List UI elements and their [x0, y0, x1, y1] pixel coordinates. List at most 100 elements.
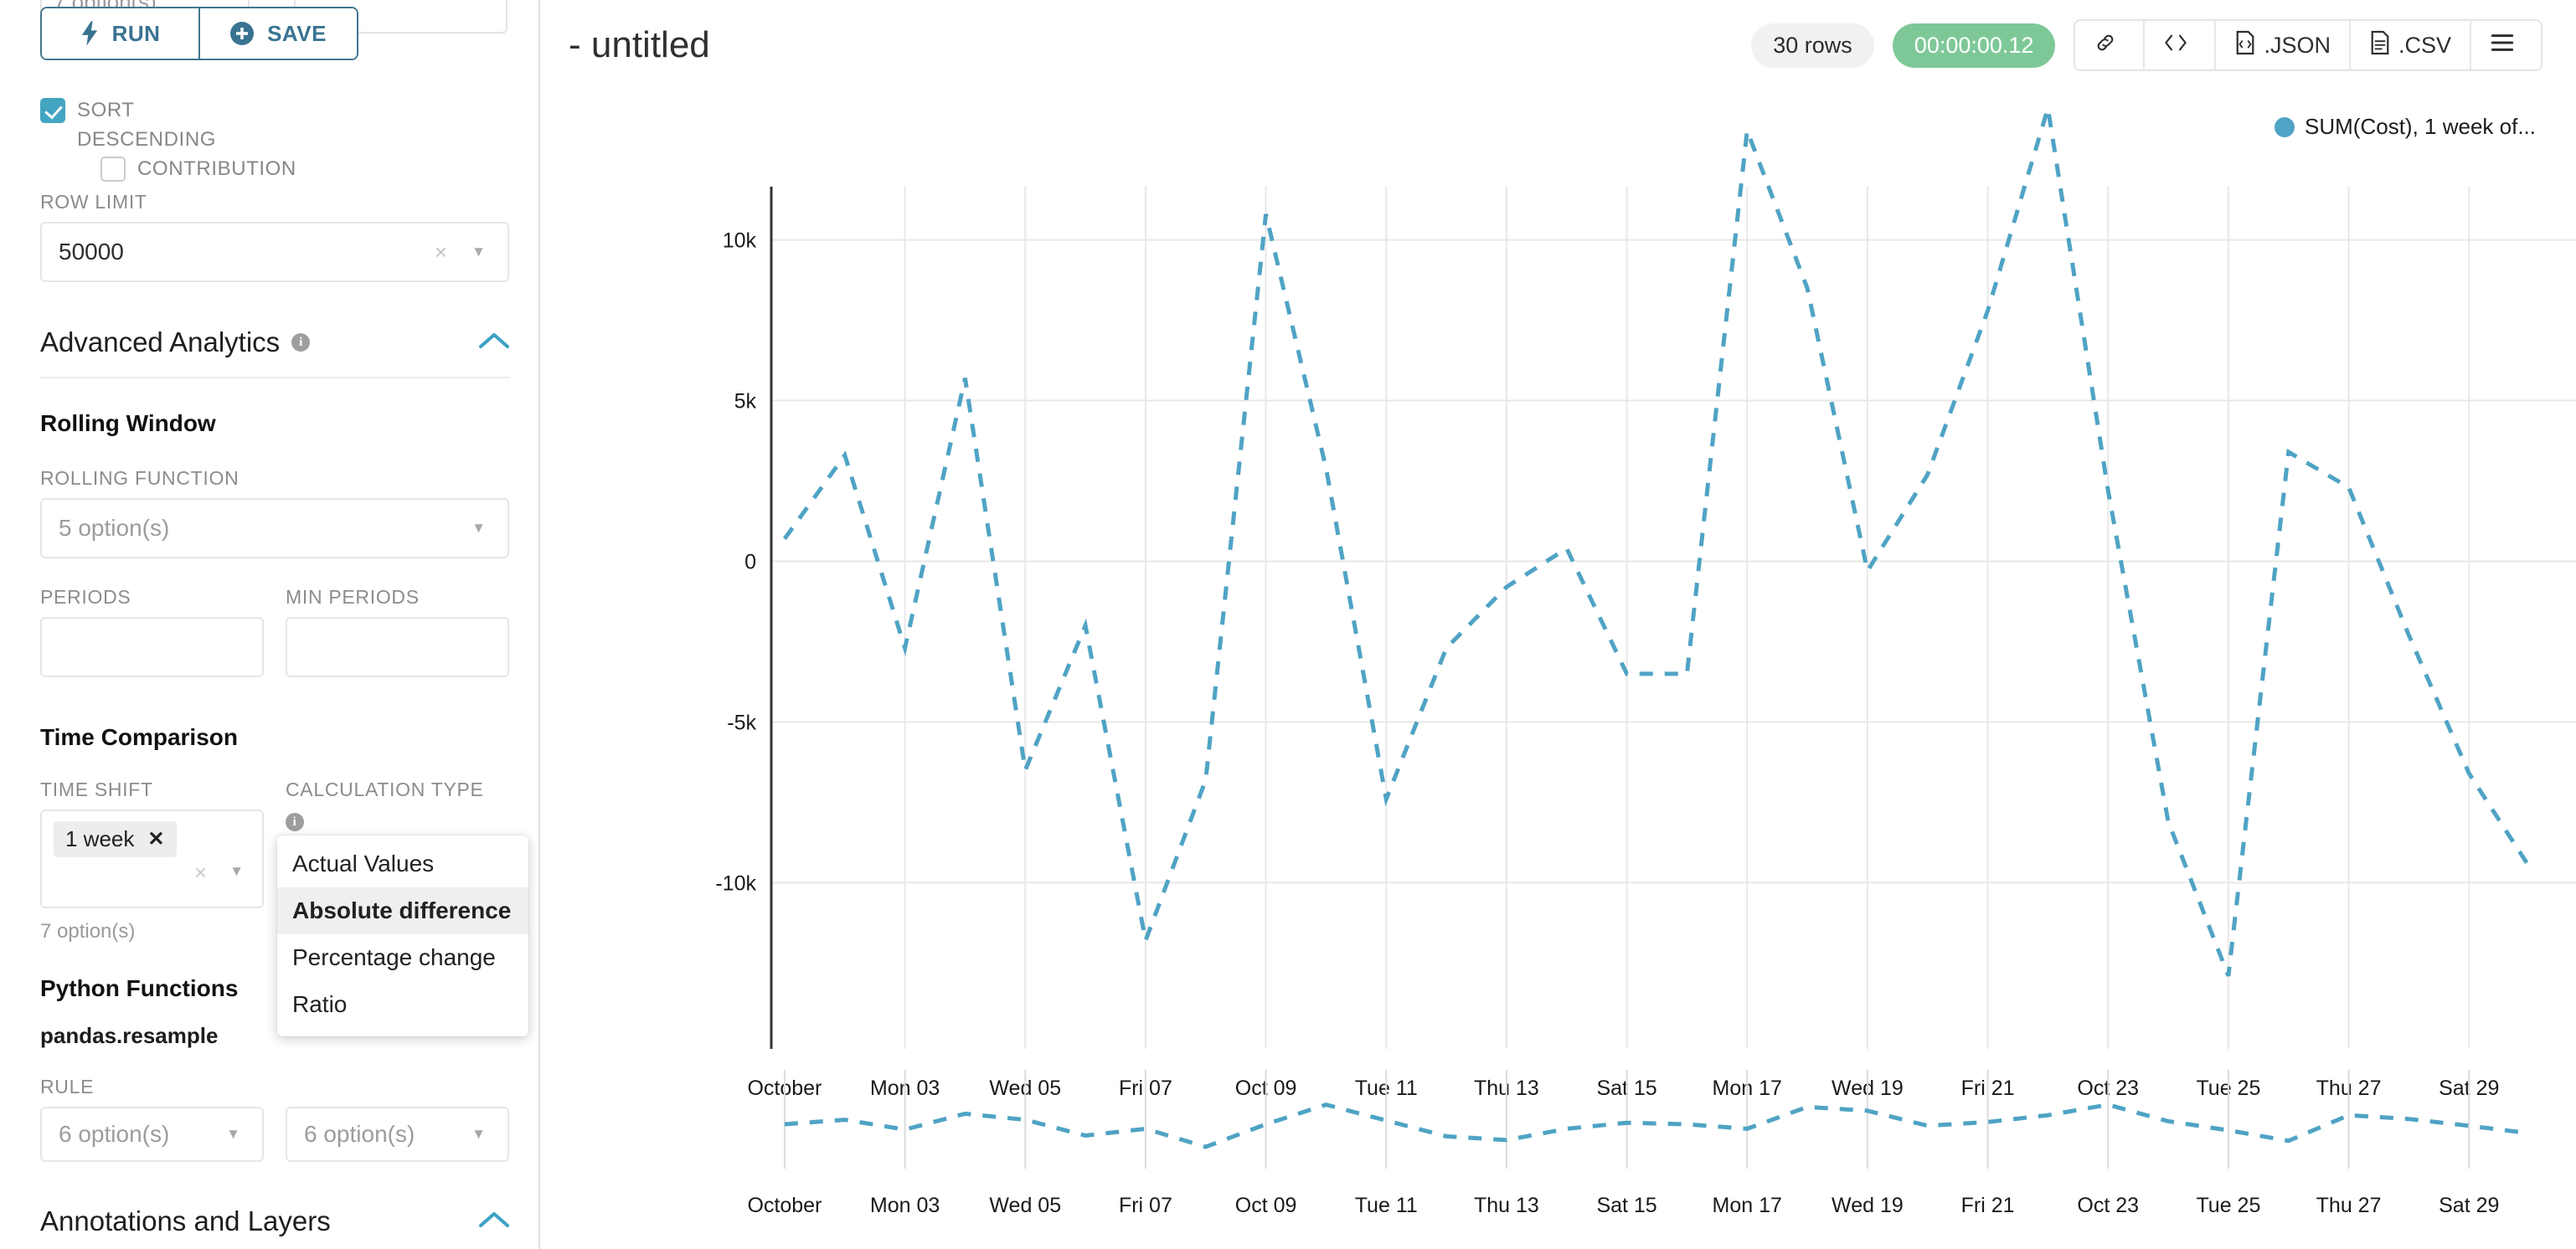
svg-text:-10k: -10k — [715, 871, 756, 895]
min-periods-field[interactable]: MIN PERIODS — [286, 586, 509, 677]
run-save-button-group[interactable]: RUN SAVE — [40, 7, 358, 60]
rule-label: RULE — [40, 1076, 95, 1097]
chart-legend[interactable]: SUM(Cost), 1 week of... — [2275, 114, 2536, 140]
time-comparison-title: Time Comparison — [40, 724, 238, 750]
time-shift-chip[interactable]: 1 week ✕ — [54, 821, 177, 857]
chip-remove-icon[interactable]: ✕ — [147, 828, 165, 851]
dropdown-option-actual-values[interactable]: Actual Values — [292, 851, 435, 876]
clear-icon[interactable]: × — [193, 860, 207, 885]
svg-text:Tue 11: Tue 11 — [1355, 1194, 1418, 1217]
min-periods-input[interactable] — [286, 617, 509, 677]
time-shift-label: TIME SHIFT — [40, 779, 153, 800]
save-button-label: SAVE — [267, 20, 327, 46]
contribution-checkbox[interactable]: CONTRIBUTION — [100, 155, 296, 184]
code-icon — [2163, 32, 2188, 59]
rule-select[interactable]: 6 option(s) ▼ — [40, 1107, 264, 1162]
query-time-badge: 00:00:00.12 — [1892, 23, 2056, 68]
bolt-icon — [80, 21, 99, 46]
time-shift-chip-label: 1 week — [65, 826, 135, 851]
python-functions-title: Python Functions — [40, 975, 239, 1001]
rule-field[interactable]: RULE 6 option(s) ▼ — [40, 1076, 264, 1162]
rolling-function-label: ROLLING FUNCTION — [40, 467, 240, 489]
svg-text:Wed 19: Wed 19 — [1832, 1194, 1904, 1217]
page-title[interactable]: - untitled — [569, 24, 710, 65]
calculation-type-field[interactable]: CALCULATION TYPE i Absolute... × ▲ Actua… — [277, 779, 528, 1036]
control-panel-sidebar[interactable]: 7 option(s) RUN SAVE — [0, 0, 540, 1249]
header-actions: 30 rows 00:00:00.12 — [1751, 19, 2543, 71]
download-csv-label: .CSV — [2398, 32, 2451, 58]
copy-link-button[interactable] — [2075, 21, 2144, 69]
svg-text:Oct 09: Oct 09 — [1235, 1194, 1297, 1217]
line-chart-svg[interactable]: 10k 5k 0 -5k -10k October Mon 03 Wed 05 Fri 07 Oc… — [540, 90, 2576, 1249]
svg-text:5k: 5k — [734, 390, 757, 414]
annotations-layers-title: Annotations and Layers — [40, 1205, 331, 1236]
csv-file-icon — [2369, 30, 2391, 61]
method-field[interactable]: 6 option(s) ▼ — [286, 1076, 509, 1162]
svg-text:Oct 23: Oct 23 — [2077, 1194, 2139, 1217]
rolling-window-title: Rolling Window — [40, 410, 216, 436]
hamburger-menu-icon — [2490, 33, 2515, 59]
svg-text:Sat 29: Sat 29 — [2439, 1194, 2499, 1217]
method-value: 6 option(s) — [304, 1121, 415, 1147]
calculation-type-label: CALCULATION TYPE — [286, 779, 484, 800]
chevron-down-icon[interactable]: ▼ — [229, 863, 244, 879]
chevron-down-icon[interactable]: ▼ — [471, 244, 486, 260]
checkbox-unchecked-icon[interactable] — [100, 156, 126, 182]
periods-row: PERIODS MIN PERIODS — [40, 586, 509, 677]
chevron-down-icon[interactable]: ▼ — [226, 1126, 240, 1142]
periods-field[interactable]: PERIODS — [40, 586, 264, 677]
chart-canvas[interactable]: SUM(Cost), 1 week of... 10k 5k 0 -5k -10k Oct… — [540, 90, 2576, 1249]
periods-label: PERIODS — [40, 586, 131, 608]
info-icon[interactable]: i — [286, 808, 509, 831]
row-limit-field[interactable]: ROW LIMIT 50000 × ▼ — [40, 191, 509, 282]
method-select[interactable]: 6 option(s) ▼ — [286, 1107, 509, 1162]
chevron-up-icon[interactable] — [479, 1210, 509, 1233]
header-button-group[interactable]: .JSON .CSV — [2074, 19, 2543, 71]
sort-descending-checkbox[interactable]: SORT DESCENDING — [40, 96, 253, 155]
time-shift-field[interactable]: TIME SHIFT 1 week ✕ × ▼ 7 option(s) — [40, 779, 264, 943]
download-json-label: .JSON — [2264, 32, 2331, 58]
rolling-function-value: 5 option(s) — [59, 515, 170, 541]
more-menu-button[interactable] — [2470, 21, 2541, 69]
chevron-down-icon[interactable]: ▼ — [471, 1126, 486, 1142]
plus-circle-icon — [230, 22, 255, 45]
chevron-up-icon[interactable] — [479, 332, 509, 354]
min-periods-label: MIN PERIODS — [286, 586, 420, 608]
annotations-layers-section-header[interactable]: Annotations and Layers — [40, 1205, 509, 1249]
run-button-label: RUN — [111, 20, 161, 46]
checkbox-row: SORT DESCENDING CONTRIBUTION — [40, 96, 509, 183]
checkbox-checked-icon[interactable] — [40, 98, 65, 123]
svg-text:Mon 03: Mon 03 — [870, 1194, 940, 1217]
row-limit-label: ROW LIMIT — [40, 191, 147, 213]
rule-row: RULE 6 option(s) ▼ 6 option(s) ▼ — [40, 1076, 509, 1162]
svg-text:-5k: -5k — [727, 711, 756, 734]
svg-text:0: 0 — [744, 551, 756, 574]
dropdown-option-percentage-change[interactable]: Percentage change — [292, 944, 496, 970]
download-json-button[interactable]: .JSON — [2214, 21, 2349, 69]
svg-text:Thu 27: Thu 27 — [2316, 1194, 2382, 1217]
periods-input[interactable] — [40, 617, 264, 677]
svg-text:Tue 25: Tue 25 — [2196, 1194, 2260, 1217]
row-count-badge: 30 rows — [1751, 23, 1874, 68]
download-csv-button[interactable]: .CSV — [2348, 21, 2470, 69]
link-icon — [2094, 31, 2117, 60]
dropdown-option-ratio[interactable]: Ratio — [292, 991, 348, 1017]
svg-text:Wed 05: Wed 05 — [989, 1194, 1061, 1217]
advanced-analytics-section-header[interactable]: Advanced Analytics i — [40, 326, 509, 378]
sort-descending-label: SORT DESCENDING — [77, 99, 217, 151]
run-button[interactable]: RUN — [42, 8, 198, 59]
time-shift-multiselect[interactable]: 1 week ✕ × ▼ — [40, 810, 264, 908]
view-query-button[interactable] — [2143, 21, 2215, 69]
chevron-down-icon[interactable]: ▼ — [471, 520, 486, 536]
svg-text:Fri 07: Fri 07 — [1119, 1194, 1172, 1217]
rolling-function-select[interactable]: 5 option(s) ▼ — [40, 498, 509, 558]
row-limit-input[interactable]: 50000 × ▼ — [40, 222, 509, 282]
clear-icon[interactable]: × — [434, 239, 447, 265]
time-comparison-row: TIME SHIFT 1 week ✕ × ▼ 7 option(s) CALC… — [40, 779, 528, 1036]
save-button[interactable]: SAVE — [198, 8, 357, 59]
rolling-function-field[interactable]: ROLLING FUNCTION 5 option(s) ▼ — [40, 467, 509, 558]
calculation-type-dropdown-menu[interactable]: Actual Values Absolute difference Percen… — [277, 835, 528, 1036]
info-icon[interactable]: i — [291, 333, 311, 352]
chart-main-panel: - untitled 30 rows 00:00:00.12 — [540, 0, 2576, 1249]
dropdown-option-absolute-difference[interactable]: Absolute difference — [277, 887, 528, 934]
